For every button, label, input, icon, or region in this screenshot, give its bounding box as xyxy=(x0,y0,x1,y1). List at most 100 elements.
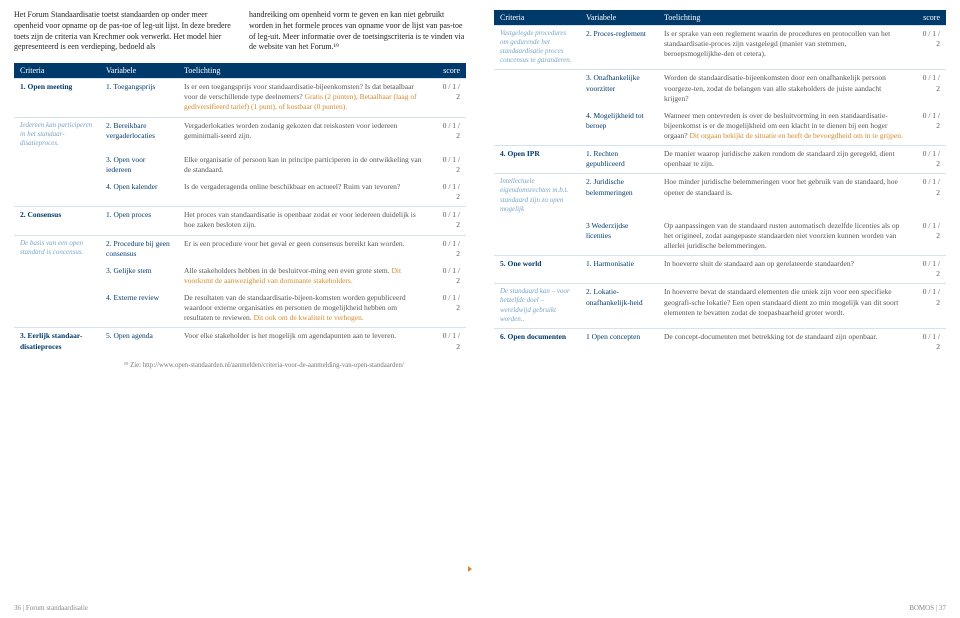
cell-criteria xyxy=(14,179,100,207)
cell-score: 0 / 1 / 2 xyxy=(432,152,466,179)
cell-variabele: 1. Harmonisatie xyxy=(580,256,658,284)
right-column: Criteria Variabele Toelichting score Vas… xyxy=(480,0,960,618)
table-header-row: Criteria Variabele Toelichting score xyxy=(14,63,466,79)
cell-criteria xyxy=(14,290,100,328)
cell-variabele: 3. Gelijke stem xyxy=(100,263,178,290)
cell-criteria: Intellectuele eigendomsrechten m.b.t. st… xyxy=(494,174,580,218)
cell-criteria: 1. Open meeting xyxy=(14,79,100,117)
table-row: 6. Open documenten1 Open conceptenDe con… xyxy=(494,328,946,356)
cell-criteria: 3. Eerlijk standaar-disatieproces xyxy=(14,328,100,356)
cell-variabele: 1. Toegangsprijs xyxy=(100,79,178,117)
table-row: De basis van een open standard is concen… xyxy=(14,235,466,263)
header-variabele: Variabele xyxy=(100,63,178,79)
page: Het Forum Standaardisatie toetst standaa… xyxy=(0,0,960,618)
cell-toelichting: Op aanpassingen van de standaard rusten … xyxy=(658,218,912,256)
table-row: 4. Externe reviewDe resultaten van de st… xyxy=(14,290,466,328)
cell-criteria: De standaard kan – voor hetzelfde doel –… xyxy=(494,284,580,328)
continue-icon xyxy=(466,560,472,578)
cell-variabele: 4. Mogelijkheid tot beroep xyxy=(580,108,658,146)
header-criteria: Criteria xyxy=(494,10,580,26)
cell-toelichting: Het proces van standaardisatie is openba… xyxy=(178,207,432,235)
cell-score: 0 / 1 / 2 xyxy=(432,290,466,328)
cell-toelichting: Worden de standaardisatie-bijeenkomsten … xyxy=(658,70,912,108)
table-row: Vastgelegde procedures om gedurende het … xyxy=(494,26,946,70)
table-row: 3 Wederzijdse licentiesOp aanpassingen v… xyxy=(494,218,946,256)
cell-toelichting: Elke organisatie of persoon kan in princ… xyxy=(178,152,432,179)
cell-variabele: 1. Open proces xyxy=(100,207,178,235)
header-criteria: Criteria xyxy=(14,63,100,79)
intro-para-2: handreiking om openheid vorm te geven en… xyxy=(249,10,466,53)
cell-variabele: 2. Procedure bij geen consensus xyxy=(100,235,178,263)
cell-toelichting: Er is een procedure voor het geval er ge… xyxy=(178,235,432,263)
table-row: 3. Onafhankelijke voorzitterWorden de st… xyxy=(494,70,946,108)
cell-toelichting: Alle stakeholders hebben in de besluitvo… xyxy=(178,263,432,290)
intro-block: Het Forum Standaardisatie toetst standaa… xyxy=(14,10,466,53)
cell-toelichting: Vergaderlokaties worden zodanig gekozen … xyxy=(178,117,432,152)
criteria-table-left: Criteria Variabele Toelichting score 1. … xyxy=(14,63,466,356)
cell-score: 0 / 1 / 2 xyxy=(912,256,946,284)
cell-variabele: 3. Open voor iedereen xyxy=(100,152,178,179)
cell-toelichting: De concept-documenten met betrekking tot… xyxy=(658,328,912,356)
criteria-table-right: Criteria Variabele Toelichting score Vas… xyxy=(494,10,946,356)
table-row: 5. One world1. HarmonisatieIn hoeverre s… xyxy=(494,256,946,284)
intro-para-1: Het Forum Standaardisatie toetst standaa… xyxy=(14,10,231,53)
table-row: De standaard kan – voor hetzelfde doel –… xyxy=(494,284,946,328)
header-score: score xyxy=(912,10,946,26)
footer-left: 36 | Forum standaardisatie xyxy=(14,604,88,612)
cell-toelichting: Is er sprake van een reglement waarin de… xyxy=(658,26,912,70)
cell-score: 0 / 1 / 2 xyxy=(432,79,466,117)
cell-score: 0 / 1 / 2 xyxy=(432,328,466,356)
footer-right: BOMOS | 37 xyxy=(909,604,946,612)
cell-toelichting: Hoe minder juridische belemmeringen voor… xyxy=(658,174,912,218)
cell-variabele: 4. Externe review xyxy=(100,290,178,328)
cell-criteria: 5. One world xyxy=(494,256,580,284)
cell-variabele: 2. Proces-reglement xyxy=(580,26,658,70)
table-header-row: Criteria Variabele Toelichting score xyxy=(494,10,946,26)
cell-score: 0 / 1 / 2 xyxy=(912,70,946,108)
cell-toelichting: Voor elke stakeholder is het mogelijk om… xyxy=(178,328,432,356)
header-toelichting: Toelichting xyxy=(178,63,432,79)
cell-criteria: 2. Consensus xyxy=(14,207,100,235)
cell-variabele: 3 Wederzijdse licenties xyxy=(580,218,658,256)
cell-criteria xyxy=(494,108,580,146)
header-variabele: Variabele xyxy=(580,10,658,26)
table-row: 4. Open IPR1. Rechten gepubliceerdDe man… xyxy=(494,146,946,174)
cell-variabele: 1. Rechten gepubliceerd xyxy=(580,146,658,174)
table-row: 4. Mogelijkheid tot beroepWanneer men on… xyxy=(494,108,946,146)
cell-criteria xyxy=(14,152,100,179)
cell-toelichting: In hoeverre bevat de standaard elementen… xyxy=(658,284,912,328)
cell-variabele: 5. Open agenda xyxy=(100,328,178,356)
cell-score: 0 / 1 / 2 xyxy=(912,146,946,174)
cell-toelichting: Is er een toegangsprijs voor standaardis… xyxy=(178,79,432,117)
cell-score: 0 / 1 / 2 xyxy=(912,284,946,328)
cell-variabele: 2. Juridische belemmeringen xyxy=(580,174,658,218)
cell-criteria: 6. Open documenten xyxy=(494,328,580,356)
table-row: 3. Eerlijk standaar-disatieproces5. Open… xyxy=(14,328,466,356)
cell-variabele: 3. Onafhankelijke voorzitter xyxy=(580,70,658,108)
table-row: 2. Consensus1. Open procesHet proces van… xyxy=(14,207,466,235)
header-score: score xyxy=(432,63,466,79)
cell-score: 0 / 1 / 2 xyxy=(912,108,946,146)
cell-score: 0 / 1 / 2 xyxy=(912,218,946,256)
cell-score: 0 / 1 / 2 xyxy=(432,235,466,263)
cell-score: 0 / 1 / 2 xyxy=(912,328,946,356)
cell-criteria: Vastgelegde procedures om gedurende het … xyxy=(494,26,580,70)
cell-toelichting: Is de vergaderagenda online beschikbaar … xyxy=(178,179,432,207)
cell-variabele: 2. Lokatie-onafhankelijk-heid xyxy=(580,284,658,328)
cell-score: 0 / 1 / 2 xyxy=(432,263,466,290)
header-toelichting: Toelichting xyxy=(658,10,912,26)
table-row: 3. Open voor iedereenElke organisatie of… xyxy=(14,152,466,179)
table-row: Iedereen kan participeren in het standaa… xyxy=(14,117,466,152)
footnote: ¹⁹ Zie: http://www.open-standaarden.nl/a… xyxy=(124,362,466,371)
cell-criteria xyxy=(494,218,580,256)
cell-toelichting: De resultaten van de standaardisatie-bij… xyxy=(178,290,432,328)
cell-variabele: 2. Bereikbare vergaderlocaties xyxy=(100,117,178,152)
table-row: 1. Open meeting1. ToegangsprijsIs er een… xyxy=(14,79,466,117)
cell-criteria xyxy=(14,263,100,290)
cell-criteria: De basis van een open standard is concen… xyxy=(14,235,100,263)
cell-score: 0 / 1 / 2 xyxy=(912,26,946,70)
left-column: Het Forum Standaardisatie toetst standaa… xyxy=(0,0,480,618)
cell-score: 0 / 1 / 2 xyxy=(432,207,466,235)
cell-criteria: Iedereen kan participeren in het standaa… xyxy=(14,117,100,152)
cell-criteria xyxy=(494,70,580,108)
